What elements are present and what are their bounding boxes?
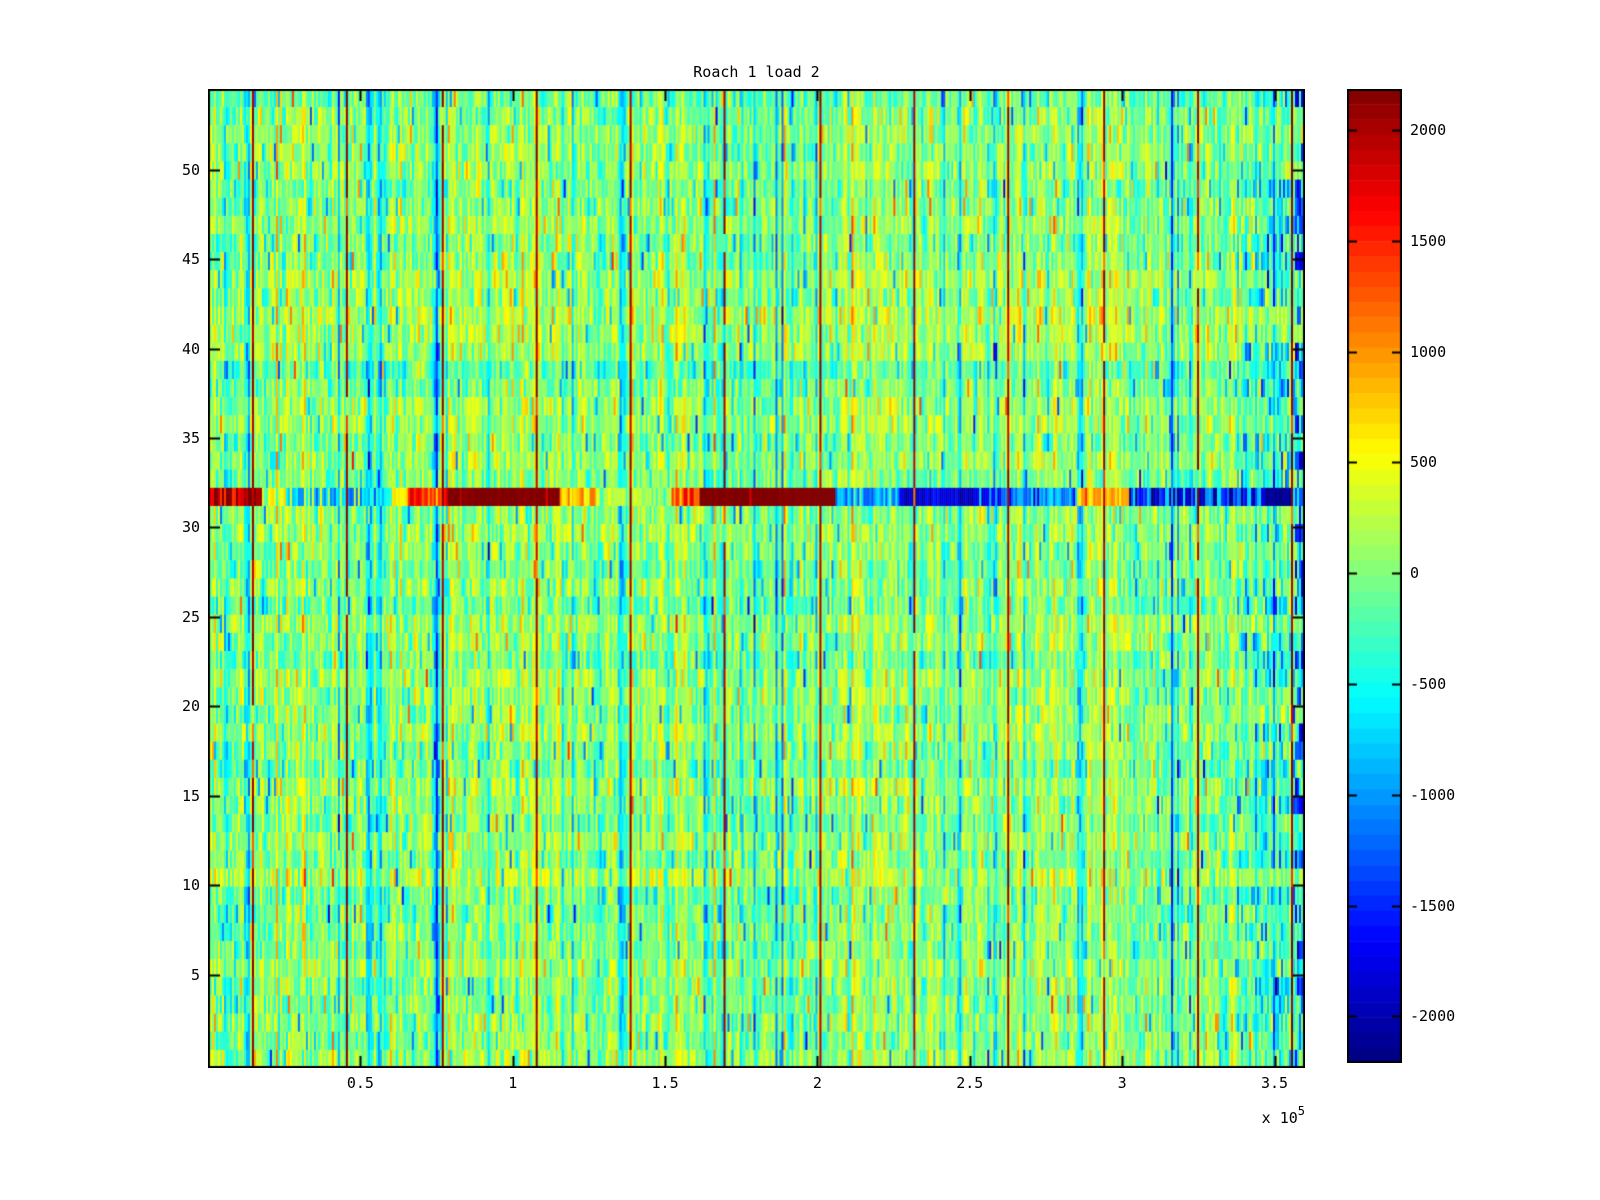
y-tick-label: 25 xyxy=(181,607,200,626)
colorbar-tick-label: 1500 xyxy=(1410,231,1447,250)
exponent-base: x 10 xyxy=(1261,1109,1298,1127)
x-tick-label: 2.5 xyxy=(956,1074,984,1092)
x-axis-exponent-label: x 105 xyxy=(1185,1104,1305,1127)
colorbar xyxy=(1347,89,1402,1063)
colorbar-tick-label: -1000 xyxy=(1410,785,1456,804)
colorbar-tick-label: -2000 xyxy=(1410,1007,1456,1026)
y-tick-label: 30 xyxy=(181,518,200,537)
colorbar-tick-label: 2000 xyxy=(1410,120,1447,139)
y-tick-label: 15 xyxy=(181,786,200,805)
x-tick-label: 1 xyxy=(508,1074,518,1092)
heatmap-plot-area xyxy=(208,89,1305,1068)
y-tick-label: 45 xyxy=(181,250,200,269)
colorbar-tick-label: 0 xyxy=(1410,564,1420,583)
y-tick-label: 20 xyxy=(181,697,200,716)
y-tick-label: 5 xyxy=(190,965,200,984)
colorbar-tick-label: -1500 xyxy=(1410,896,1456,915)
y-tick-label: 35 xyxy=(181,429,200,447)
x-tick-label: 3 xyxy=(1117,1074,1127,1092)
plot-title: Roach 1 load 2 xyxy=(693,63,820,81)
x-tick-label: 2 xyxy=(812,1074,822,1092)
colorbar-tick-label: -500 xyxy=(1410,675,1447,694)
colorbar-tick-label: 1000 xyxy=(1410,342,1447,361)
colorbar-tick-label: 500 xyxy=(1410,453,1438,472)
y-tick-label: 10 xyxy=(181,876,200,895)
exponent-power: 5 xyxy=(1297,1104,1305,1118)
y-tick-label: 40 xyxy=(181,339,200,358)
x-tick-label: 1.5 xyxy=(651,1074,679,1092)
x-tick-label: 3.5 xyxy=(1260,1074,1289,1092)
y-tick-label: 50 xyxy=(181,160,200,179)
x-tick-label: 0.5 xyxy=(346,1074,374,1092)
